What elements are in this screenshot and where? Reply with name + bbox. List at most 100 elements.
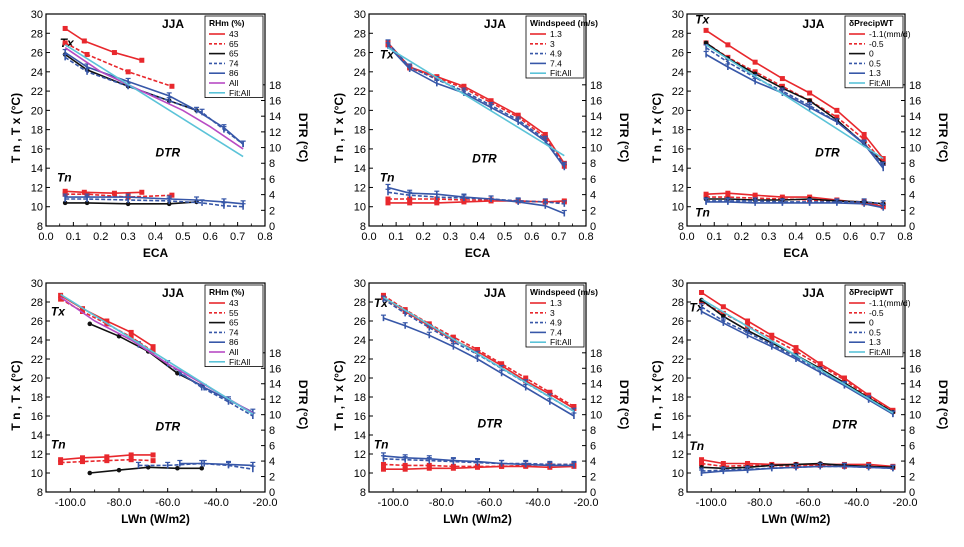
y-left-tick-label: 18 [672, 392, 684, 404]
x-tick-label: 0.1 [388, 231, 403, 243]
y-right-tick-label: 16 [590, 363, 602, 375]
data-point [87, 321, 93, 327]
legend-box [844, 284, 904, 358]
legend-entry: 65 [229, 318, 239, 328]
legend-entry: 65 [229, 39, 239, 49]
panel-a: 0.0 0.1 0.2 0.3 0.4 0.5 0.6 0.7 0.88101214161820… [9, 9, 310, 260]
y-left-axis-title: T n , T x (°C) [332, 93, 346, 163]
y-left-tick-label: 30 [31, 9, 43, 21]
series-line-tn [706, 201, 884, 209]
data-point [58, 296, 64, 302]
y-left-tick-label: 10 [31, 202, 43, 214]
legend-entry: 86 [229, 337, 239, 347]
y-left-tick-label: 12 [354, 182, 366, 194]
panel-e: -100.0 -80.0 -60.0 -40.0 -20.081012141618202… [332, 278, 631, 526]
series-line-tx [387, 42, 565, 166]
y-right-tick-label: 18 [909, 348, 921, 360]
legend-entry: Fit:All [869, 347, 890, 357]
panel-f: -100.0 -80.0 -60.0 -40.0 -20.081012141618202… [650, 278, 950, 526]
data-point [84, 51, 90, 57]
data-point [699, 457, 705, 463]
series-line-tx [64, 42, 173, 88]
y-right-tick-label: 16 [590, 95, 602, 107]
data-point [169, 83, 175, 89]
data-point [380, 292, 386, 298]
y-right-tick-label: 6 [269, 174, 275, 186]
data-point [450, 463, 456, 469]
data-point [62, 188, 68, 194]
data-point [104, 458, 110, 464]
y-left-tick-label: 20 [31, 105, 43, 117]
y-left-tick-label: 30 [354, 278, 366, 290]
legend-title: Windspeed (m/s) [530, 287, 598, 297]
data-point [111, 190, 117, 196]
data-point [699, 461, 705, 466]
y-right-axis-title: DTR (°C) [296, 380, 310, 429]
y-left-tick-label: 12 [31, 182, 43, 194]
x-tick-label: 0.0 [679, 231, 694, 243]
legend-entry: 1.3 [869, 337, 881, 347]
series-Fit:All [701, 298, 894, 414]
legend-entry: Fit:All [229, 88, 250, 98]
y-left-tick-label: 24 [354, 67, 366, 79]
y-right-tick-label: 0 [909, 221, 915, 233]
y-right-tick-label: 16 [269, 363, 281, 375]
data-point [139, 189, 145, 195]
legend-box [525, 15, 585, 79]
series-line-tx [387, 47, 565, 157]
y-right-tick-label: 14 [590, 111, 602, 123]
data-point [81, 189, 87, 195]
y-right-tick-label: 16 [909, 95, 921, 107]
x-tick-label: -80.0 [747, 497, 772, 509]
y-left-tick-label: 30 [31, 278, 43, 290]
data-point [58, 457, 64, 463]
series-line-tx [60, 293, 254, 415]
annotation-dtr: DTR [156, 419, 181, 433]
annotation-tn: Tn [695, 205, 710, 219]
series-line-tx [387, 45, 565, 168]
y-right-tick-label: 18 [590, 348, 602, 360]
x-tick-label: 0.2 [416, 231, 431, 243]
annotation-dtr: DTR [832, 417, 857, 431]
data-point [128, 329, 134, 335]
data-point [199, 465, 205, 471]
data-point [779, 76, 785, 82]
series-line-tn [179, 462, 253, 467]
x-tick-label: 0.1 [66, 231, 81, 243]
season-label: JJA [802, 17, 824, 31]
y-left-tick-label: 22 [672, 86, 684, 98]
y-right-tick-label: 12 [269, 394, 281, 406]
y-left-tick-label: 16 [354, 144, 366, 156]
series-7.4 [380, 314, 577, 469]
x-tick-label: 0.3 [120, 231, 135, 243]
y-left-tick-label: 10 [672, 468, 684, 480]
x-tick-label: 0.7 [230, 231, 245, 243]
y-left-tick-label: 16 [354, 411, 366, 423]
y-right-tick-label: 0 [590, 221, 596, 233]
data-point [128, 452, 134, 458]
y-left-tick-label: 22 [354, 86, 366, 98]
y-right-tick-label: 4 [909, 190, 915, 202]
series-line-tx [705, 47, 884, 166]
series-1.3 [703, 50, 886, 211]
season-label: JJA [162, 286, 184, 300]
annotation-dtr: DTR [478, 416, 503, 430]
legend-entry: Fit:All [869, 78, 890, 88]
data-point [407, 196, 413, 202]
annotation-dtr: DTR [472, 151, 497, 165]
series-line-tx [64, 27, 143, 62]
data-point [116, 467, 122, 473]
y-left-tick-label: 28 [31, 28, 43, 40]
series-line-tx [383, 296, 575, 412]
series-line-tn [383, 458, 574, 466]
data-point [769, 335, 775, 341]
y-left-tick-label: 14 [672, 430, 684, 442]
y-right-tick-label: 14 [269, 379, 281, 391]
legend-title: δPrecipWT [849, 287, 894, 297]
plot-frame [45, 282, 266, 493]
annotation-tn: Tn [374, 437, 389, 451]
legend-entry: 43 [229, 298, 239, 308]
y-left-tick-label: 20 [354, 373, 366, 385]
y-left-tick-label: 28 [354, 297, 366, 309]
